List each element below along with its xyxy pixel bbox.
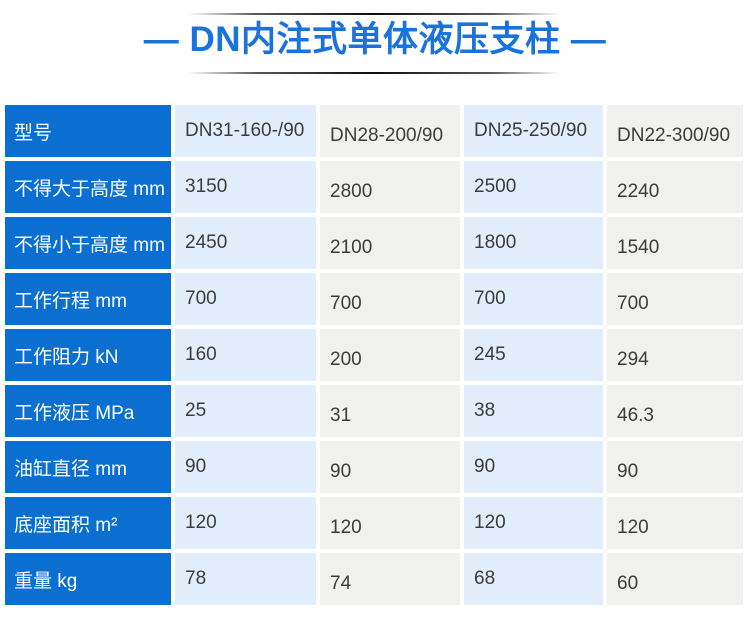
row-header-cell: 不得小于高度 mm: [5, 217, 171, 269]
spec-value-cell: 160: [175, 329, 316, 381]
spec-value-cell: 120: [464, 497, 603, 549]
spec-value-cell: 3150: [175, 161, 316, 213]
spec-value-cell: 2800: [320, 161, 460, 213]
row-header-cell: 重量 kg: [5, 553, 171, 605]
row-header-cell: 型号: [5, 105, 171, 157]
page-title: — DN内注式单体液压支柱 —: [143, 20, 607, 59]
spec-value-cell: 2100: [320, 217, 460, 269]
spec-value-cell: DN25-250/90: [464, 105, 603, 157]
row-header-cell: 底座面积 m²: [5, 497, 171, 549]
spec-value-cell: 74: [320, 553, 460, 605]
spec-value-cell: 78: [175, 553, 316, 605]
spec-value-cell: 90: [607, 441, 743, 493]
row-header-cell: 不得大于高度 mm: [5, 161, 171, 213]
spec-value-cell: 68: [464, 553, 603, 605]
spec-value-cell: 294: [607, 329, 743, 381]
row-header-cell: 油缸直径 mm: [5, 441, 171, 493]
title-rule-top: [188, 13, 560, 15]
spec-value-cell: 46.3: [607, 385, 743, 437]
spec-value-cell: 90: [320, 441, 460, 493]
spec-value-cell: DN28-200/90: [320, 105, 460, 157]
spec-value-cell: 90: [175, 441, 316, 493]
spec-value-cell: 120: [175, 497, 316, 549]
spec-value-cell: 700: [464, 273, 603, 325]
spec-value-cell: 2240: [607, 161, 743, 213]
spec-value-cell: 31: [320, 385, 460, 437]
spec-value-cell: 90: [464, 441, 603, 493]
spec-value-cell: 700: [175, 273, 316, 325]
spec-value-cell: 700: [607, 273, 743, 325]
spec-value-cell: 120: [320, 497, 460, 549]
spec-value-cell: 120: [607, 497, 743, 549]
row-header-cell: 工作液压 MPa: [5, 385, 171, 437]
spec-table: 型号 DN31-160-/90 DN28-200/90 DN25-250/90 …: [5, 105, 743, 605]
spec-value-cell: 1800: [464, 217, 603, 269]
spec-value-cell: 200: [320, 329, 460, 381]
title-rule-bottom: [188, 72, 560, 74]
spec-value-cell: 2500: [464, 161, 603, 213]
spec-value-cell: 60: [607, 553, 743, 605]
spec-value-cell: DN31-160-/90: [175, 105, 316, 157]
spec-value-cell: 25: [175, 385, 316, 437]
spec-value-cell: 38: [464, 385, 603, 437]
spec-value-cell: 700: [320, 273, 460, 325]
row-header-cell: 工作阻力 kN: [5, 329, 171, 381]
spec-value-cell: 2450: [175, 217, 316, 269]
spec-value-cell: DN22-300/90: [607, 105, 743, 157]
spec-value-cell: 1540: [607, 217, 743, 269]
row-header-cell: 工作行程 mm: [5, 273, 171, 325]
spec-value-cell: 245: [464, 329, 603, 381]
